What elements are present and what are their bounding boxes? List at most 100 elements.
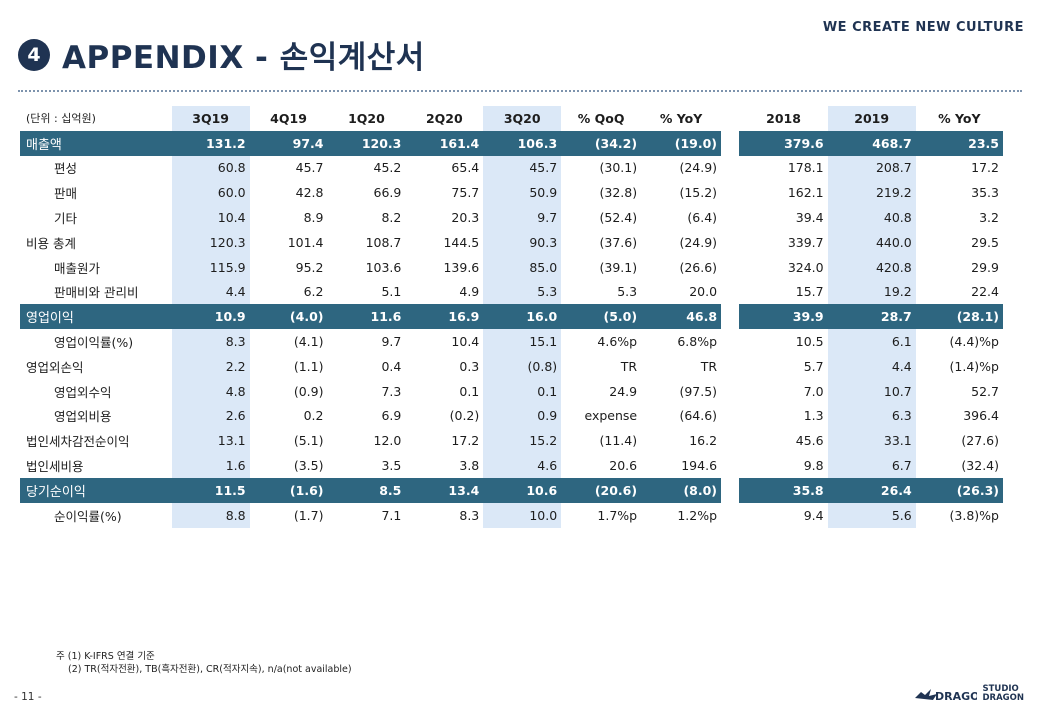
table-cell: (0.2) [449, 408, 480, 424]
column-gap [721, 205, 740, 230]
table-cell: 339.7 [787, 234, 824, 250]
table-cell: 4.6 [483, 453, 562, 478]
dragon-logo-icon: DRAGON [914, 689, 977, 703]
table-cell: 16.9 [405, 304, 484, 330]
column-gap [721, 304, 740, 330]
table-row: 영업이익 10.9 (4.0) 11.6 16.9 16.0 (5.0) 46.8 39.9 28… [20, 304, 1003, 330]
table-row: 매출원가 115.9 95.2 103.6 139.6 85.0 (39.1) (26.6) 3… [20, 254, 1003, 280]
table-cell: (37.6) [599, 234, 638, 250]
table-cell: (24.9) [679, 160, 718, 176]
table-cell: 4.4 [171, 279, 250, 305]
column-header: 1Q20 [348, 110, 385, 126]
column-gap [721, 279, 740, 305]
column-gap [721, 180, 740, 206]
table-row: 영업외손익 2.2 (1.1) 0.4 0.3 (0.8) TR TR 5.7 4.4 (1.4)%… [20, 353, 1003, 379]
table-cell: 6.2 [303, 284, 324, 300]
table-cell: 29.5 [971, 234, 999, 250]
table-cell: (30.1) [599, 160, 638, 176]
column-header: 2019 [827, 106, 916, 131]
table-cell: 12.0 [373, 433, 402, 449]
table-row: 법인세비용 1.6 (3.5) 3.5 3.8 4.6 20.6 194.6 9.8 6.7 (32… [20, 453, 1003, 478]
table-cell: 3.5 [381, 458, 402, 474]
table-row: 편성 60.8 45.7 45.2 65.4 45.7 (30.1) (24.9) 178.1 2… [20, 155, 1003, 181]
table-row: 판매비와 관리비 4.4 6.2 5.1 4.9 5.3 5.3 20.0 15.7 19.2 22… [20, 279, 1003, 305]
table-cell: 22.4 [971, 284, 999, 300]
table-cell: 324.0 [787, 259, 824, 275]
table-cell: 162.1 [787, 185, 824, 201]
table-cell: 106.3 [483, 130, 562, 156]
footnotes: 주 (1) K-IFRS 연결 기준 (2) TR(적자전환), TB(흑자전환… [56, 650, 352, 676]
table-cell: 379.6 [739, 130, 828, 156]
table-cell: 9.8 [803, 458, 824, 474]
table-cell: 5.7 [803, 358, 824, 374]
table-cell: 17.2 [451, 433, 480, 449]
tagline: WE CREATE NEW CULTURE [822, 20, 1024, 35]
table-cell: 23.5 [915, 130, 1003, 156]
table-cell: 15.7 [795, 284, 824, 300]
table-cell: 10.0 [483, 502, 562, 528]
table-cell: 28.7 [827, 304, 916, 330]
table-cell: 20.3 [451, 210, 480, 226]
table-cell: (1.4)%p [949, 358, 999, 374]
table-cell: 33.1 [827, 428, 916, 454]
table-cell: 90.3 [483, 229, 562, 255]
table-row: 영업이익률(%) 8.3 (4.1) 9.7 10.4 15.1 4.6%p 6.8%p 10.… [20, 329, 1003, 354]
row-label: 매출원가 [54, 260, 101, 276]
table-cell: (39.1) [599, 259, 638, 275]
table-cell: 0.3 [459, 358, 480, 374]
table-cell: 2.2 [171, 353, 250, 379]
row-label: 영업외비용 [54, 409, 112, 425]
table-cell: 7.0 [803, 383, 824, 399]
column-gap [721, 130, 740, 156]
table-cell: 6.9 [381, 408, 402, 424]
table-cell: 9.7 [483, 205, 562, 230]
table-cell: 45.7 [483, 155, 562, 181]
table-cell: 16.2 [689, 433, 718, 449]
row-label: 비용 총계 [26, 235, 76, 251]
table-row: 영업외비용 2.6 0.2 6.9 (0.2) 0.9 expense (64.6) 1.3 6.… [20, 403, 1003, 429]
column-header: 4Q19 [270, 110, 307, 126]
column-gap [721, 453, 740, 478]
table-cell: 10.5 [795, 334, 824, 350]
table-row: 비용 총계 120.3 101.4 108.7 144.5 90.3 (37.6) (24.9… [20, 229, 1003, 255]
table-cell: 75.7 [451, 185, 480, 201]
table-cell: (1.6) [249, 477, 328, 503]
table-cell: 120.3 [327, 130, 406, 156]
studio-dragon-logo: DRAGON STUDIO DRAGON [913, 682, 1025, 706]
page-title: APPENDIX - 손익계산서 [62, 40, 425, 76]
column-header: 2018 [766, 110, 801, 126]
table-cell: (8.0) [641, 477, 722, 503]
table-cell: 11.6 [327, 304, 406, 330]
table-cell: 65.4 [451, 160, 480, 176]
table-cell: 178.1 [787, 160, 824, 176]
table-cell: (97.5) [679, 383, 718, 399]
table-cell: 35.3 [971, 185, 999, 201]
row-label: 순이익률(%) [54, 508, 122, 524]
table-cell: 7.1 [381, 507, 402, 523]
table-cell: 66.9 [373, 185, 402, 201]
table-cell: (4.0) [249, 304, 328, 330]
table-cell: 39.4 [795, 210, 824, 226]
table-cell: (52.4) [599, 210, 638, 226]
table-cell: (4.1) [293, 334, 324, 350]
table-cell: 8.5 [327, 477, 406, 503]
logo-text-studio: STUDIO [982, 684, 1019, 694]
table-cell: 6.3 [827, 403, 916, 429]
table-cell: 8.9 [303, 210, 324, 226]
table-cell: 16.0 [483, 304, 562, 330]
row-label: 영업외수익 [54, 384, 112, 400]
table-cell: (20.6) [561, 477, 642, 503]
table-cell: (34.2) [561, 130, 642, 156]
table-cell: (15.2) [679, 185, 718, 201]
logo-wordmark: STUDIO DRAGON [983, 685, 1025, 703]
row-label: 매출액 [20, 130, 172, 156]
column-header: 3Q19 [171, 106, 250, 131]
table-cell: 161.4 [405, 130, 484, 156]
table-cell: 17.2 [971, 160, 999, 176]
table-cell: 45.6 [795, 433, 824, 449]
table-cell: (3.5) [293, 458, 324, 474]
table-cell: 6.1 [827, 329, 916, 354]
table-cell: 9.4 [803, 507, 824, 523]
table-cell: 440.0 [827, 229, 916, 255]
table-cell: 10.4 [171, 205, 250, 230]
